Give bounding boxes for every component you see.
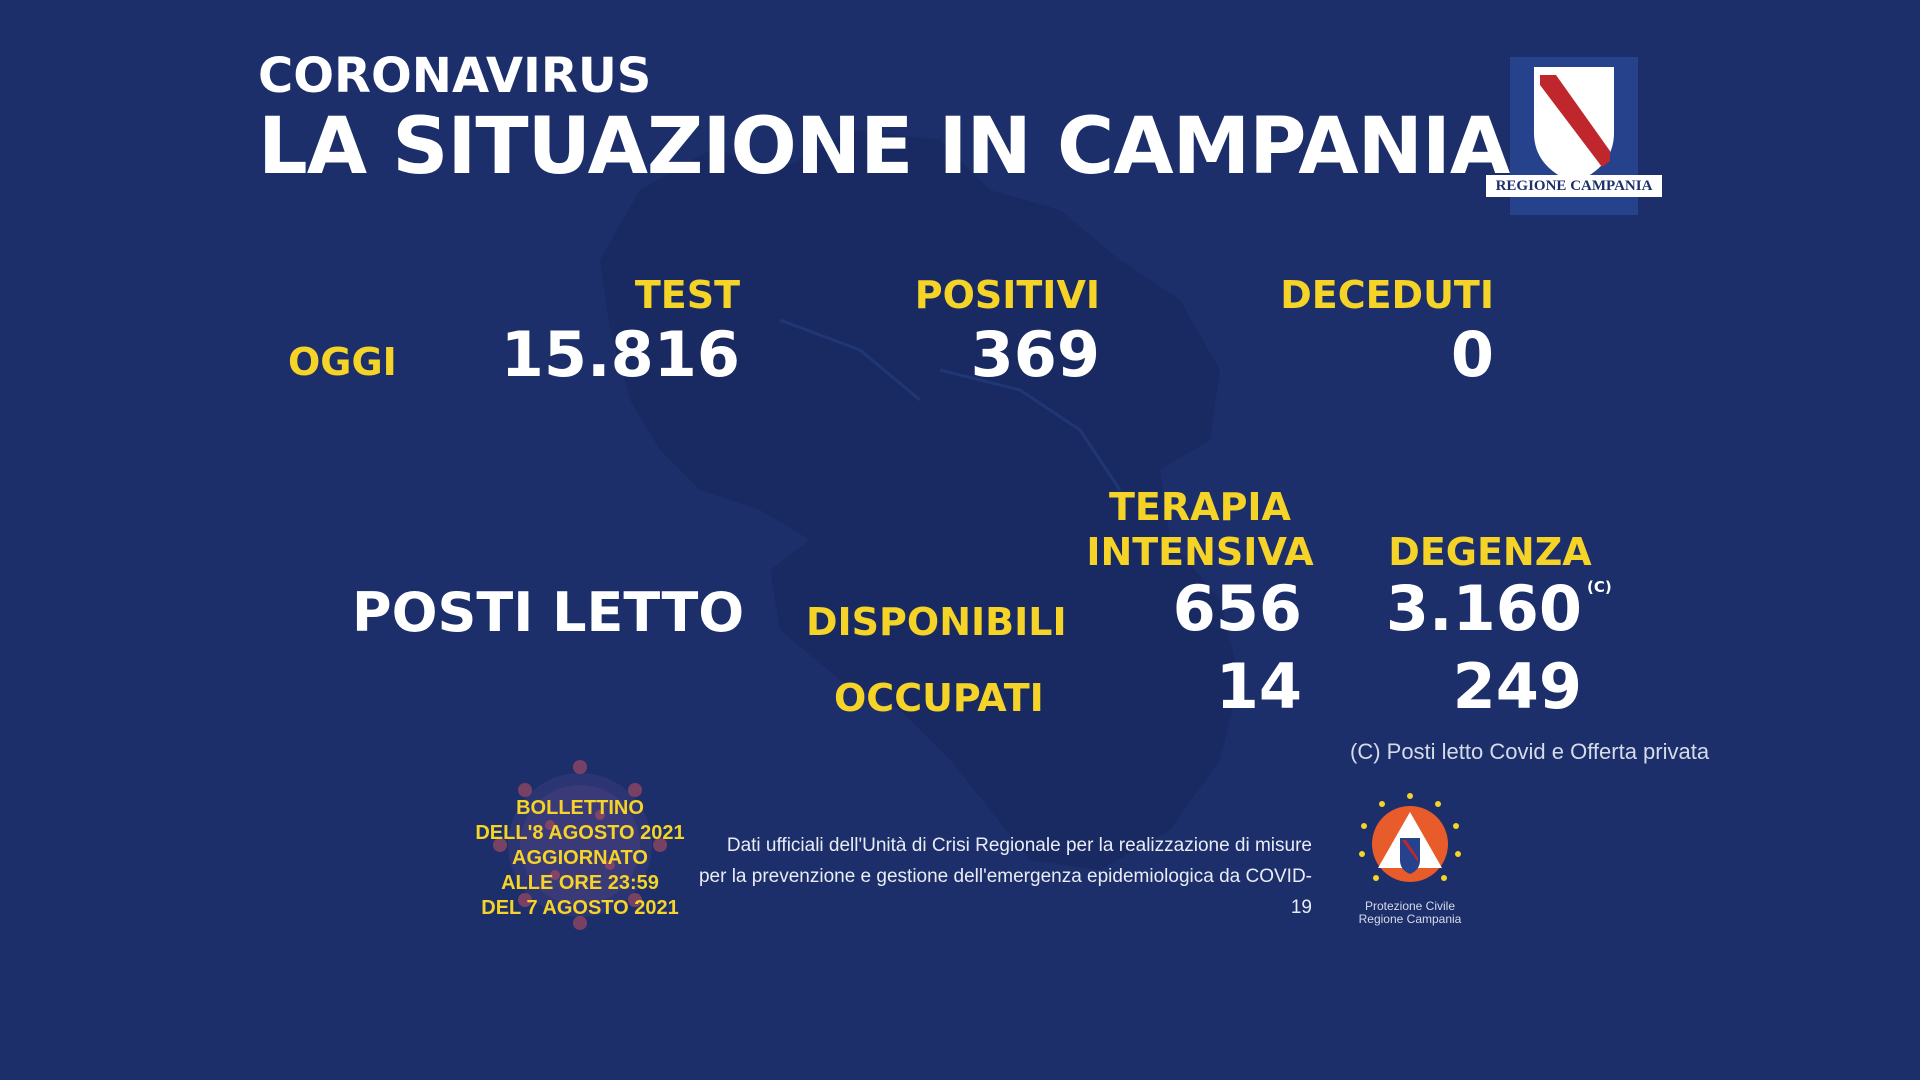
col-label-terapia: TERAPIA [1109, 485, 1291, 529]
section-label-posti-letto: POSTI LETTO [352, 581, 745, 644]
footnote-marker: (C) [1587, 578, 1612, 596]
source-line-1: Dati ufficiali dell'Unità di Crisi Regio… [726, 835, 1312, 856]
header-kicker: CORONAVIRUS [258, 48, 652, 104]
bulletin-line-4: ALLE ORE 23:59 [501, 872, 659, 894]
virus-illustration-icon [493, 760, 667, 930]
col-label-positivi: POSITIVI [914, 273, 1100, 317]
bulletin-line-2: DELL'8 AGOSTO 2021 [475, 822, 685, 844]
source-line-2: per la prevenzione e gestione dell'emerg… [698, 866, 1312, 918]
col-label-intensiva: INTENSIVA [1086, 530, 1314, 574]
value-degenza-disponibili: 3.160 [1385, 572, 1582, 645]
regione-campania-logo: REGIONE CAMPANIA [1486, 55, 1662, 217]
value-positivi: 369 [970, 318, 1100, 391]
col-label-degenza: DEGENZA [1388, 530, 1592, 574]
beds-footnote: (C) Posti letto Covid e Offerta privata [1350, 739, 1710, 764]
page-title: LA SITUAZIONE IN CAMPANIA [258, 102, 1510, 192]
bulletin-line-1: BOLLETTINO [516, 797, 644, 819]
value-degenza-occupati: 249 [1452, 650, 1582, 723]
bulletin-line-5: DEL 7 AGOSTO 2021 [481, 897, 679, 919]
value-test: 15.816 [500, 318, 740, 391]
protezione-civile-line-1: Protezione Civile [1364, 899, 1456, 913]
value-ti-occupati: 14 [1215, 650, 1302, 723]
bulletin-date-block: BOLLETTINO DELL'8 AGOSTO 2021 AGGIORNATO… [470, 796, 690, 921]
regione-campania-logo-text: REGIONE CAMPANIA [1495, 178, 1653, 194]
value-ti-disponibili: 656 [1172, 572, 1302, 645]
protezione-civile-logo-icon [1359, 793, 1461, 882]
bulletin-line-3: AGGIORNATO [512, 847, 648, 869]
col-label-deceduti: DECEDUTI [1280, 273, 1494, 317]
row-label-disponibili: DISPONIBILI [806, 600, 1067, 644]
col-label-test: TEST [634, 273, 740, 317]
value-deceduti: 0 [1450, 318, 1494, 391]
campania-map-silhouette [600, 130, 1240, 870]
source-note: Dati ufficiali dell'Unità di Crisi Regio… [690, 830, 1312, 923]
protezione-civile-logo: Protezione Civile Regione Campania [1350, 790, 1470, 930]
protezione-civile-line-2: Regione Campania [1358, 912, 1462, 926]
row-label-oggi: OGGI [288, 340, 397, 384]
row-label-occupati: OCCUPATI [834, 676, 1044, 720]
regione-campania-crest-icon [1486, 57, 1662, 215]
